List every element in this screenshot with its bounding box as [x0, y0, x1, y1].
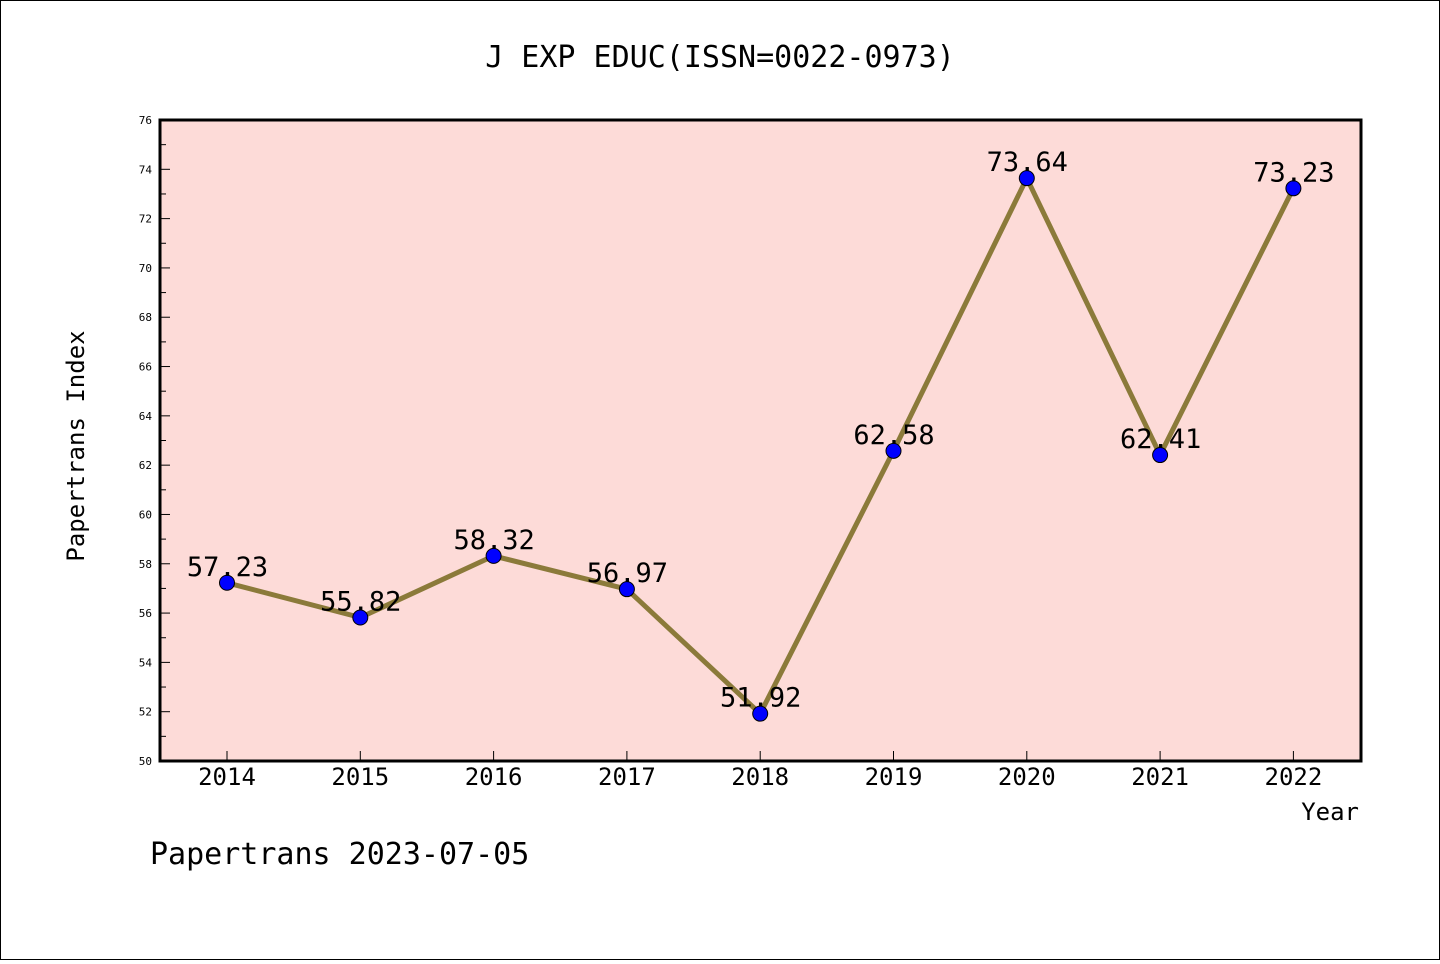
x-tick-label: 2021: [1131, 763, 1189, 791]
y-tick-label: 54: [139, 656, 153, 669]
y-tick-label: 68: [139, 311, 152, 324]
y-axis-label: Papertrans Index: [62, 330, 90, 561]
data-label: 62.58: [853, 420, 934, 451]
data-point: [352, 609, 369, 626]
series-layer: 57.23 55.82 58.32 56.97 51.92 62.58 73.64 62.41…: [187, 147, 1335, 722]
y-tick-label: 70: [139, 262, 152, 275]
x-tick-label: 2020: [998, 763, 1056, 791]
data-point: [1152, 447, 1169, 464]
footer-text: Papertrans 2023-07-05: [150, 837, 529, 872]
x-tick-label: 2017: [598, 763, 656, 791]
plot-area: [160, 120, 1361, 761]
x-tick-label: 2014: [198, 763, 256, 791]
x-tick-label: 2019: [865, 763, 923, 791]
y-tick-label: 72: [139, 213, 152, 226]
data-label: 62.41: [1120, 424, 1201, 455]
data-label: 55.82: [320, 587, 401, 618]
y-tick-label: 52: [139, 706, 152, 719]
data-label: 73.64: [987, 147, 1068, 178]
data-point: [618, 581, 635, 598]
data-label: 73.23: [1253, 157, 1334, 188]
data-label: 51.92: [720, 683, 801, 714]
y-tick-label: 66: [139, 361, 152, 374]
y-tick-label: 76: [139, 114, 152, 127]
y-tick-label: 64: [139, 410, 153, 423]
y-axis: 50 52 54 56 58 60 62 64 66 68 70 72 74 76: [139, 114, 170, 768]
x-axis-label: Year: [1301, 798, 1359, 826]
data-label: 56.97: [587, 558, 668, 589]
y-tick-label: 50: [139, 755, 152, 768]
y-tick-label: 74: [139, 163, 153, 176]
y-tick-label: 58: [139, 558, 152, 571]
data-point: [1285, 180, 1302, 197]
x-axis: 2014 2015 2016 2017 2018 2019 2020 2021 2022: [198, 751, 1322, 791]
x-tick-label: 2016: [465, 763, 523, 791]
data-point: [1018, 170, 1035, 187]
y-tick-label: 60: [139, 508, 152, 521]
y-tick-label: 62: [139, 459, 152, 472]
data-point: [752, 705, 769, 722]
chart-title: J EXP EDUC(ISSN=0022-0973): [485, 40, 955, 75]
plot-frame: [158, 118, 1363, 763]
x-tick-label: 2018: [731, 763, 789, 791]
data-point: [219, 574, 235, 591]
data-point: [485, 547, 502, 564]
data-label: 57.23: [187, 552, 268, 583]
y-tick-label: 56: [139, 607, 152, 620]
data-point: [885, 442, 902, 459]
data-label: 58.32: [453, 525, 534, 556]
x-tick-label: 2015: [331, 763, 389, 791]
x-tick-label: 2022: [1265, 763, 1323, 791]
